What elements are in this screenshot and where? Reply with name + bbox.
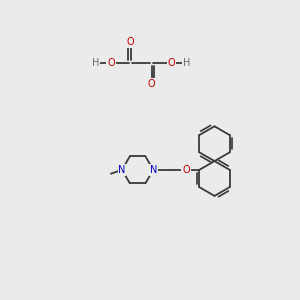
Text: O: O <box>127 37 134 47</box>
Text: O: O <box>148 79 155 89</box>
Text: O: O <box>182 165 190 175</box>
Text: H: H <box>183 58 190 68</box>
Text: H: H <box>92 58 99 68</box>
Text: N: N <box>118 165 126 175</box>
Text: N: N <box>149 165 157 175</box>
Text: O: O <box>168 58 176 68</box>
Text: O: O <box>107 58 115 68</box>
